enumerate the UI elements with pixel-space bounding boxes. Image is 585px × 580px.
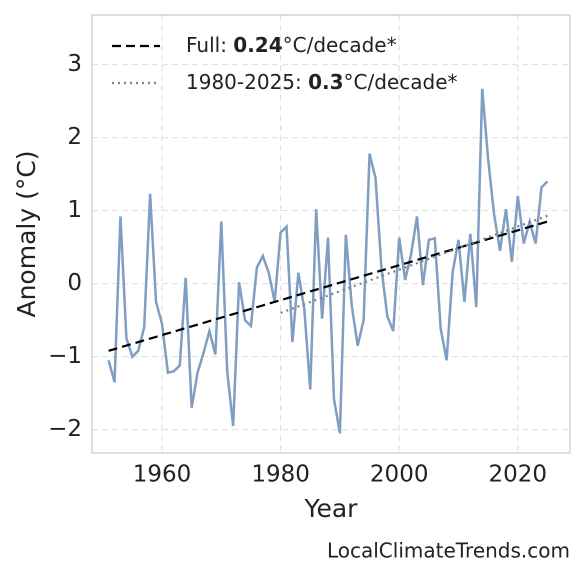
legend-text: °C/decade* [344,70,458,94]
legend-text: Full: [186,33,233,57]
plot-frame [91,14,571,454]
y-tick-label: 1 [67,197,82,223]
y-tick-label: −1 [48,343,82,369]
x-tick-label: 1960 [133,462,192,488]
source-label: LocalClimateTrends.com [327,539,570,563]
y-tick-label: 0 [67,270,82,296]
legend-text: 1980-2025: [186,70,308,94]
x-tick-label: 1980 [251,462,310,488]
data-line [107,88,549,434]
legend-text: 0.24 [233,33,282,57]
x-axis-label: Year [304,494,359,523]
y-tick-label: 2 [67,124,82,150]
legend-text: 0.3 [308,70,343,94]
x-tick-label: 2000 [370,462,429,488]
x-tick-label: 2020 [489,462,548,488]
legend-label: Full: 0.24°C/decade* [186,33,397,57]
y-tick-label: 3 [67,51,82,77]
legend-text: °C/decade* [283,33,397,57]
y-axis-label: Anomaly (°C) [12,150,41,317]
legend-label: 1980-2025: 0.3°C/decade* [186,70,458,94]
y-tick-label: −2 [48,416,82,442]
